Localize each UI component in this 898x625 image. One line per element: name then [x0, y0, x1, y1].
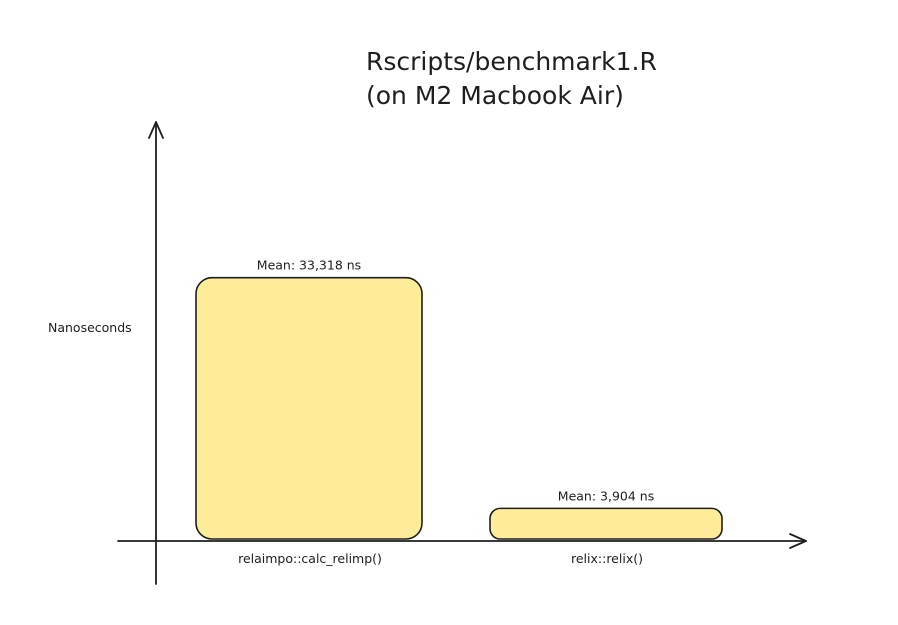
bars-layer — [195, 276, 723, 540]
bar-2 — [489, 507, 723, 540]
chart-title: Rscripts/benchmark1.R — [366, 47, 657, 76]
x-axis — [117, 533, 807, 549]
category-label-2: relix::relix() — [571, 551, 643, 566]
category-label-1: relaimpo::calc_relimp() — [238, 551, 382, 566]
bar-1 — [195, 276, 423, 540]
y-axis — [148, 121, 164, 585]
y-axis-label: Nanoseconds — [48, 320, 132, 335]
data-label-1: Mean: 33,318 ns — [257, 258, 361, 273]
chart-subtitle: (on M2 Macbook Air) — [366, 81, 624, 110]
data-label-2: Mean: 3,904 ns — [558, 488, 654, 503]
